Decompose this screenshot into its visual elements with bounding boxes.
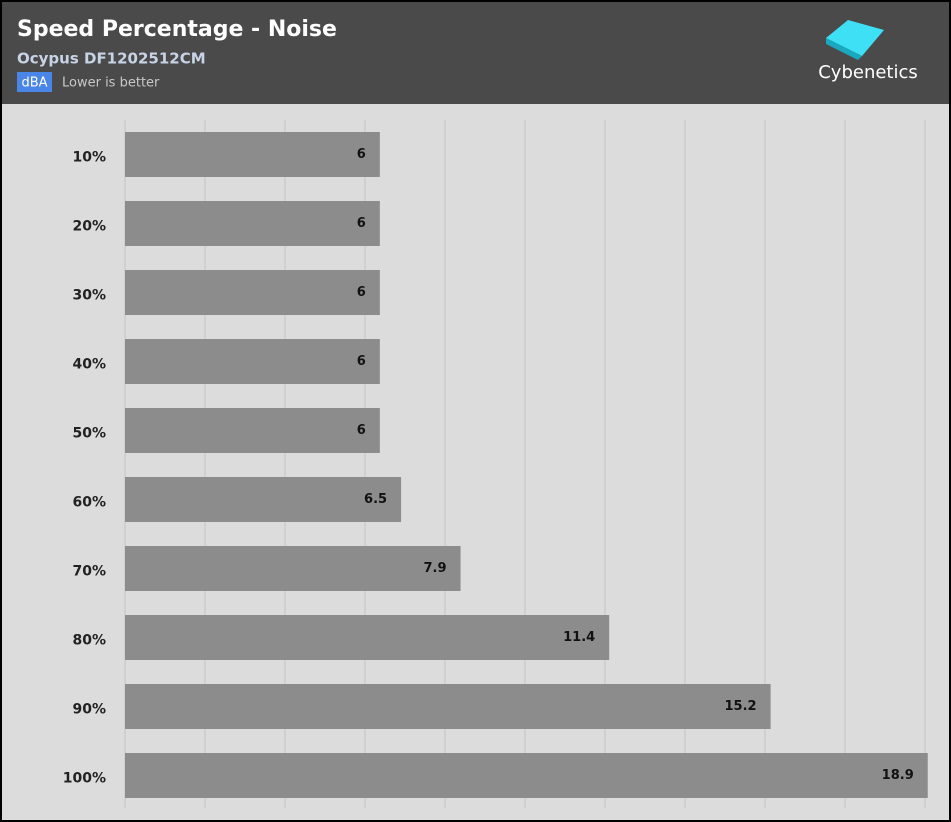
unit-label: dBA — [21, 76, 47, 91]
value-label: 6 — [357, 423, 366, 438]
bar — [125, 546, 461, 591]
value-label: 18.9 — [882, 768, 914, 783]
bar — [125, 684, 771, 729]
bar — [125, 615, 610, 660]
value-label: 6 — [357, 216, 366, 231]
y-tick-label: 30% — [72, 288, 106, 304]
value-label: 6 — [357, 285, 366, 300]
value-label: 15.2 — [725, 699, 757, 714]
logo-shape-side — [826, 38, 862, 60]
bar — [125, 339, 380, 384]
logo-shape — [826, 20, 884, 56]
value-label: 6.5 — [364, 492, 387, 507]
unit-badge — [17, 72, 52, 92]
y-tick-label: 100% — [63, 771, 106, 787]
bar — [125, 753, 928, 798]
note: Lower is better — [62, 76, 160, 91]
y-tick-label: 80% — [72, 633, 106, 649]
logo-text: Cybenetics — [818, 62, 918, 83]
y-tick-label: 50% — [72, 426, 106, 442]
chart-title: Speed Percentage - Noise — [17, 17, 337, 42]
bar — [125, 477, 402, 522]
y-tick-label: 40% — [72, 357, 106, 373]
header — [2, 2, 949, 104]
value-label: 6 — [357, 147, 366, 162]
value-label: 7.9 — [424, 561, 447, 576]
value-label: 6 — [357, 354, 366, 369]
bar — [125, 132, 380, 177]
chart-subtitle: Ocypus DF1202512CM — [17, 50, 206, 68]
y-tick-label: 10% — [72, 150, 106, 166]
y-tick-label: 90% — [72, 702, 106, 718]
bar — [125, 270, 380, 315]
y-tick-label: 70% — [72, 564, 106, 580]
value-label: 11.4 — [563, 630, 595, 645]
bar — [125, 408, 380, 453]
y-tick-label: 20% — [72, 219, 106, 235]
y-tick-label: 60% — [72, 495, 106, 511]
bar — [125, 201, 380, 246]
